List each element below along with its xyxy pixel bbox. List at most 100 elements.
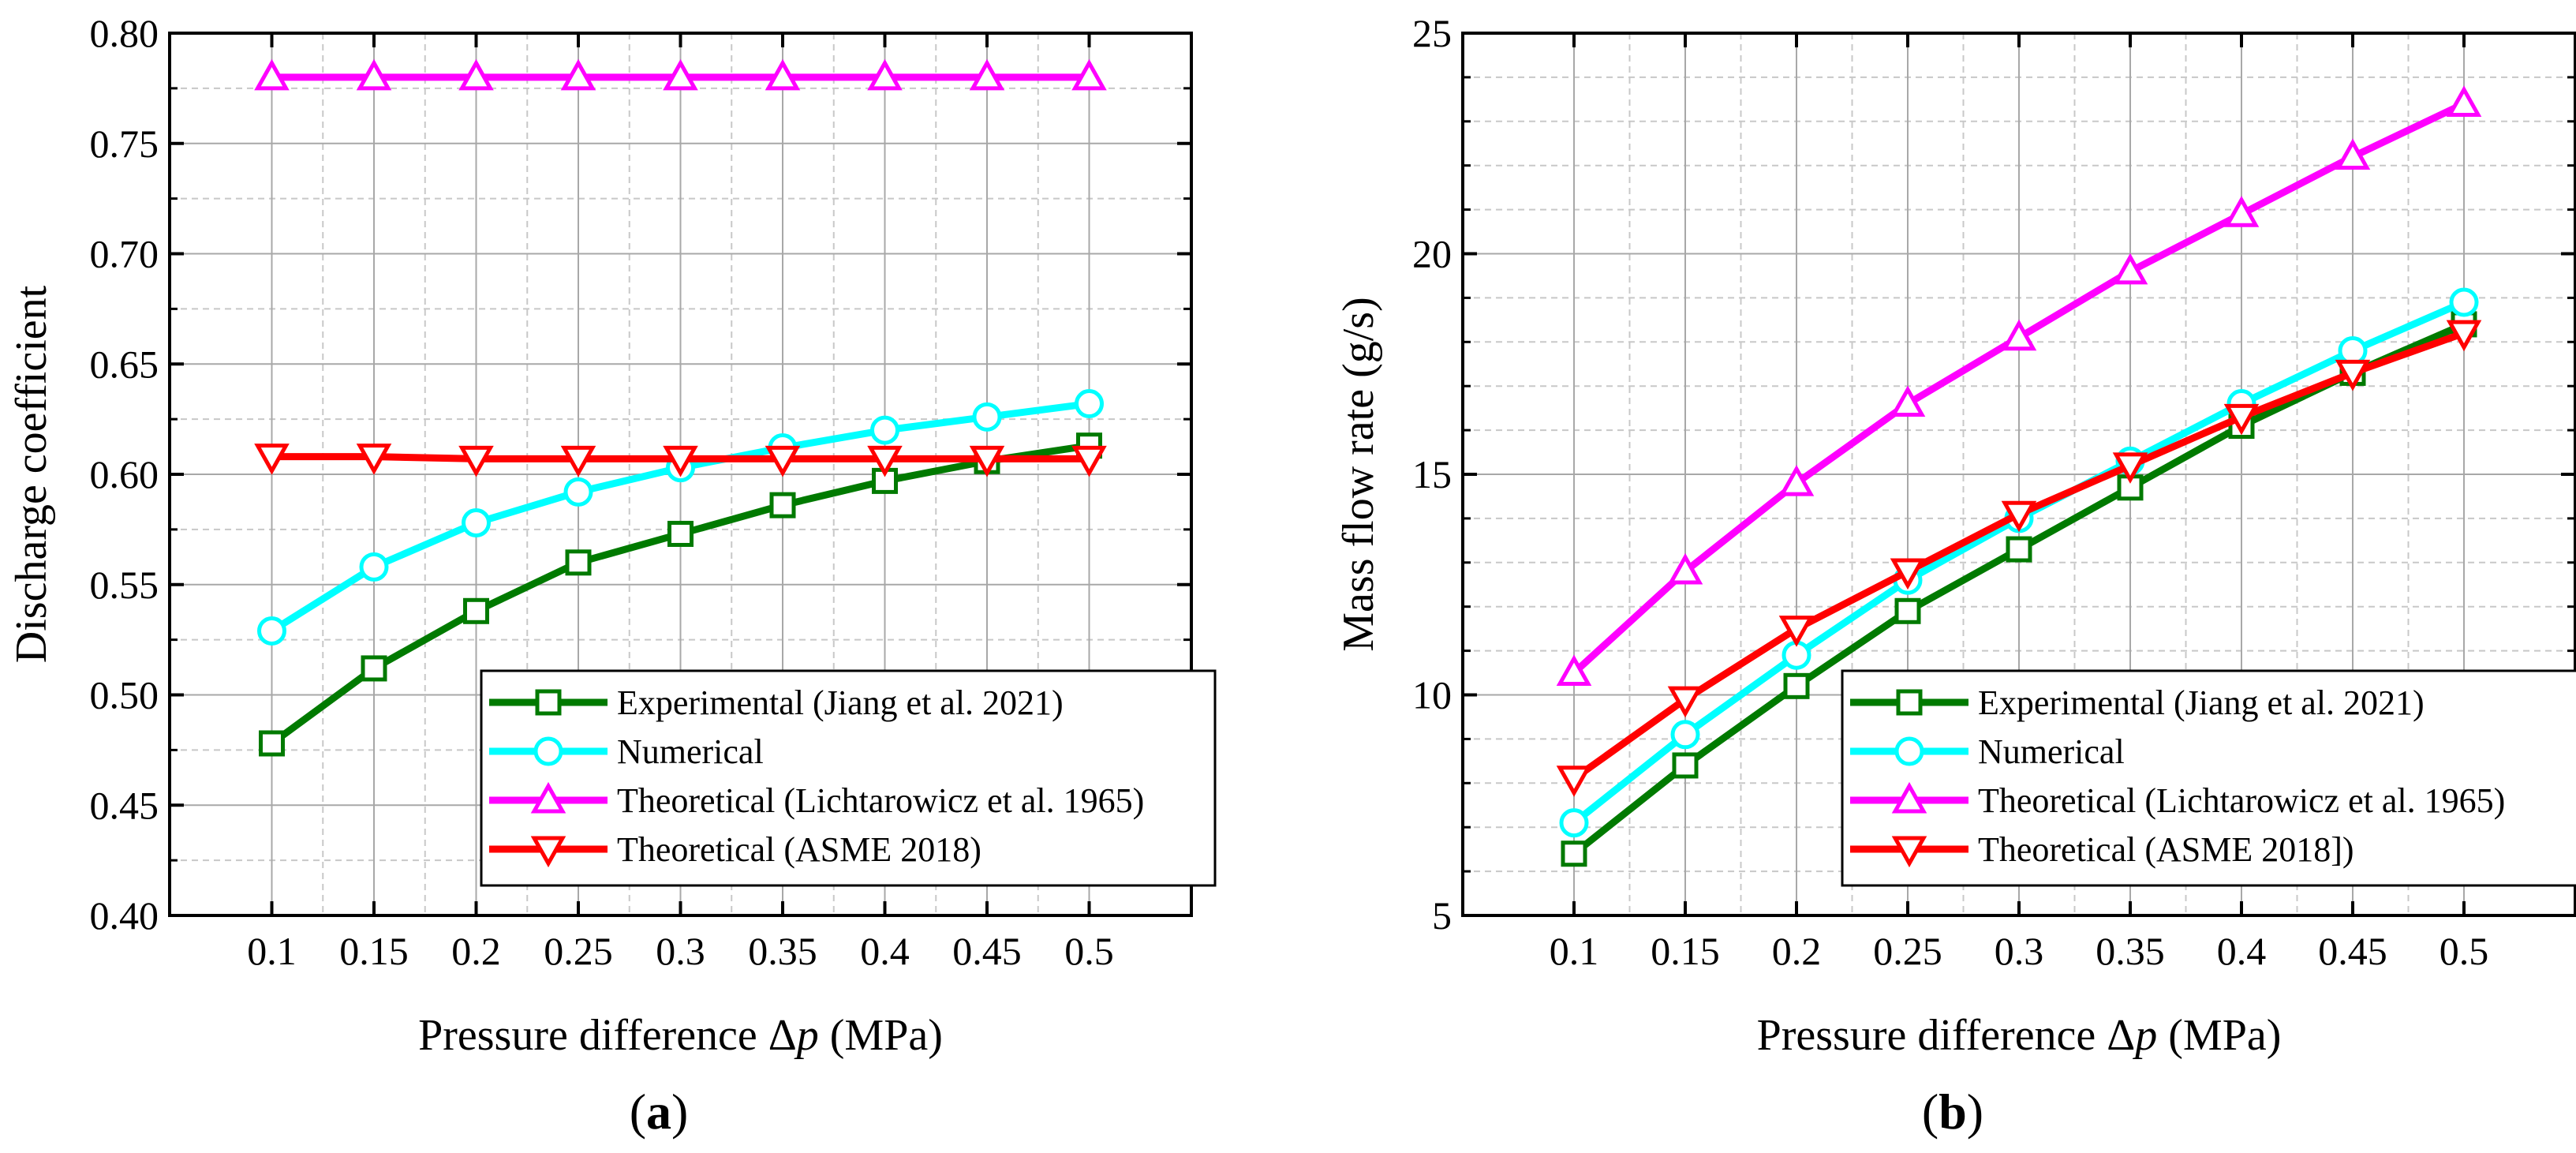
data-point <box>969 58 1005 91</box>
legend-marker <box>1891 836 1927 868</box>
data-point <box>1561 840 1587 867</box>
data-point <box>462 507 491 537</box>
x-tick-label: 0.45 <box>952 929 1022 973</box>
x-tick-label: 0.25 <box>544 929 613 973</box>
y-tick-label: 0.40 <box>90 893 159 938</box>
data-point <box>565 549 592 576</box>
x-tick-label: 0.15 <box>339 929 409 973</box>
x-tick-label: 0.3 <box>656 929 705 973</box>
data-point <box>2335 138 2371 170</box>
x-tick-label: 0.1 <box>1550 929 1599 973</box>
data-point <box>2446 320 2482 352</box>
y-tick-label: 15 <box>1412 452 1452 496</box>
x-tick-label: 0.4 <box>860 929 910 973</box>
data-point <box>1890 558 1926 590</box>
x-tick-label: 0.5 <box>2440 929 2489 973</box>
y-tick-label: 0.75 <box>90 122 159 166</box>
y-tick-label: 10 <box>1412 673 1452 717</box>
legend-entry: Experimental (Jiang et al. 2021) <box>1978 683 2425 722</box>
data-point <box>1559 808 1589 838</box>
series-4 <box>1556 320 2482 797</box>
data-point <box>1783 672 1810 699</box>
y-tick-label: 20 <box>1412 232 1452 276</box>
data-point <box>1075 389 1104 419</box>
legend-entry: Numerical <box>617 732 764 771</box>
y-tick-label: 0.50 <box>90 673 159 717</box>
legend-marker <box>530 836 566 868</box>
data-point <box>667 520 694 547</box>
series-3 <box>254 58 1107 91</box>
y-tick-label: 0.80 <box>90 11 159 55</box>
x-tick-label: 0.45 <box>2318 929 2387 973</box>
chart-panel-b: 5 10 15 20 25 0.1 0.15 0.2 0.25 0.3 0.35 0.4 0.45 0.5… <box>1334 11 2576 1060</box>
data-point <box>560 58 596 91</box>
data-point <box>257 616 286 646</box>
legend-marker <box>1896 689 1923 716</box>
data-point <box>254 444 290 475</box>
y-tick-label: 25 <box>1412 11 1452 55</box>
x-axis-label: Pressure difference Δp (MPa) <box>1757 1011 2282 1060</box>
legend-marker <box>533 736 563 766</box>
y-tick-label: 0.55 <box>90 563 159 607</box>
y-tick-label: 0.65 <box>90 342 159 386</box>
x-tick-label: 0.15 <box>1651 929 1720 973</box>
x-tick-label: 0.35 <box>2096 929 2165 973</box>
data-point <box>356 58 392 91</box>
legend-entry: Theoretical (Lichtarowicz et al. 1965) <box>1978 781 2505 820</box>
data-point <box>259 730 285 757</box>
data-point <box>765 445 801 477</box>
data-point <box>1670 720 1700 750</box>
data-point <box>1672 752 1699 779</box>
data-point <box>765 58 801 91</box>
data-point <box>1071 58 1107 91</box>
legend-marker <box>530 781 566 814</box>
data-point <box>1556 766 1592 797</box>
data-point <box>2112 452 2148 484</box>
data-point <box>663 445 698 477</box>
series-3 <box>1556 85 2482 687</box>
legend-marker <box>1894 736 1924 766</box>
data-point <box>867 58 903 91</box>
panel-label-b: (b) <box>1922 1084 1983 1140</box>
data-point <box>1071 445 1107 477</box>
x-tick-label: 0.1 <box>247 929 297 973</box>
data-point <box>867 445 903 477</box>
data-point <box>2446 85 2482 117</box>
data-point <box>361 655 387 682</box>
data-point <box>563 477 593 507</box>
data-point <box>2223 403 2260 436</box>
data-point <box>972 402 1002 432</box>
chart-panel-a: 0.40 0.45 0.50 0.55 0.60 0.65 0.70 0.75 0.80 0.1 0… <box>7 11 1217 1060</box>
data-point <box>1890 385 1926 417</box>
x-tick-label: 0.4 <box>2217 929 2267 973</box>
x-tick-label: 0.2 <box>451 929 501 973</box>
legend-entry: Theoretical (Lichtarowicz et al. 1965) <box>617 781 1144 820</box>
data-point <box>2449 287 2479 317</box>
x-tick-label: 0.35 <box>748 929 817 973</box>
data-point <box>1894 597 1921 624</box>
data-point <box>969 445 1005 477</box>
data-point <box>359 552 389 582</box>
data-point <box>2001 500 2037 533</box>
y-tick-label: 5 <box>1432 893 1452 938</box>
x-tick-label: 0.5 <box>1064 929 1114 973</box>
legend-entry: Experimental (Jiang et al. 2021) <box>617 683 1064 722</box>
x-tick-label: 0.3 <box>1995 929 2044 973</box>
y-axis-label: Mass flow rate (g/s) <box>1334 297 1383 651</box>
legend: Experimental (Jiang et al. 2021) Numerica… <box>1841 669 2576 887</box>
y-tick-label: 0.70 <box>90 232 159 276</box>
data-point <box>458 58 494 91</box>
x-tick-label: 0.25 <box>1873 929 1942 973</box>
legend-marker <box>1891 781 1927 814</box>
legend-entry: Numerical <box>1978 732 2125 771</box>
legend-entry: Theoretical (ASME 2018) <box>617 830 981 869</box>
data-point <box>2223 196 2260 227</box>
data-point <box>254 58 290 91</box>
data-point <box>1778 465 1815 496</box>
data-point <box>1556 654 1592 687</box>
data-point <box>1667 686 1703 718</box>
legend: Experimental (Jiang et al. 2021) Numerica… <box>480 669 1217 887</box>
x-tick-label: 0.2 <box>1772 929 1822 973</box>
y-tick-label: 0.60 <box>90 452 159 496</box>
